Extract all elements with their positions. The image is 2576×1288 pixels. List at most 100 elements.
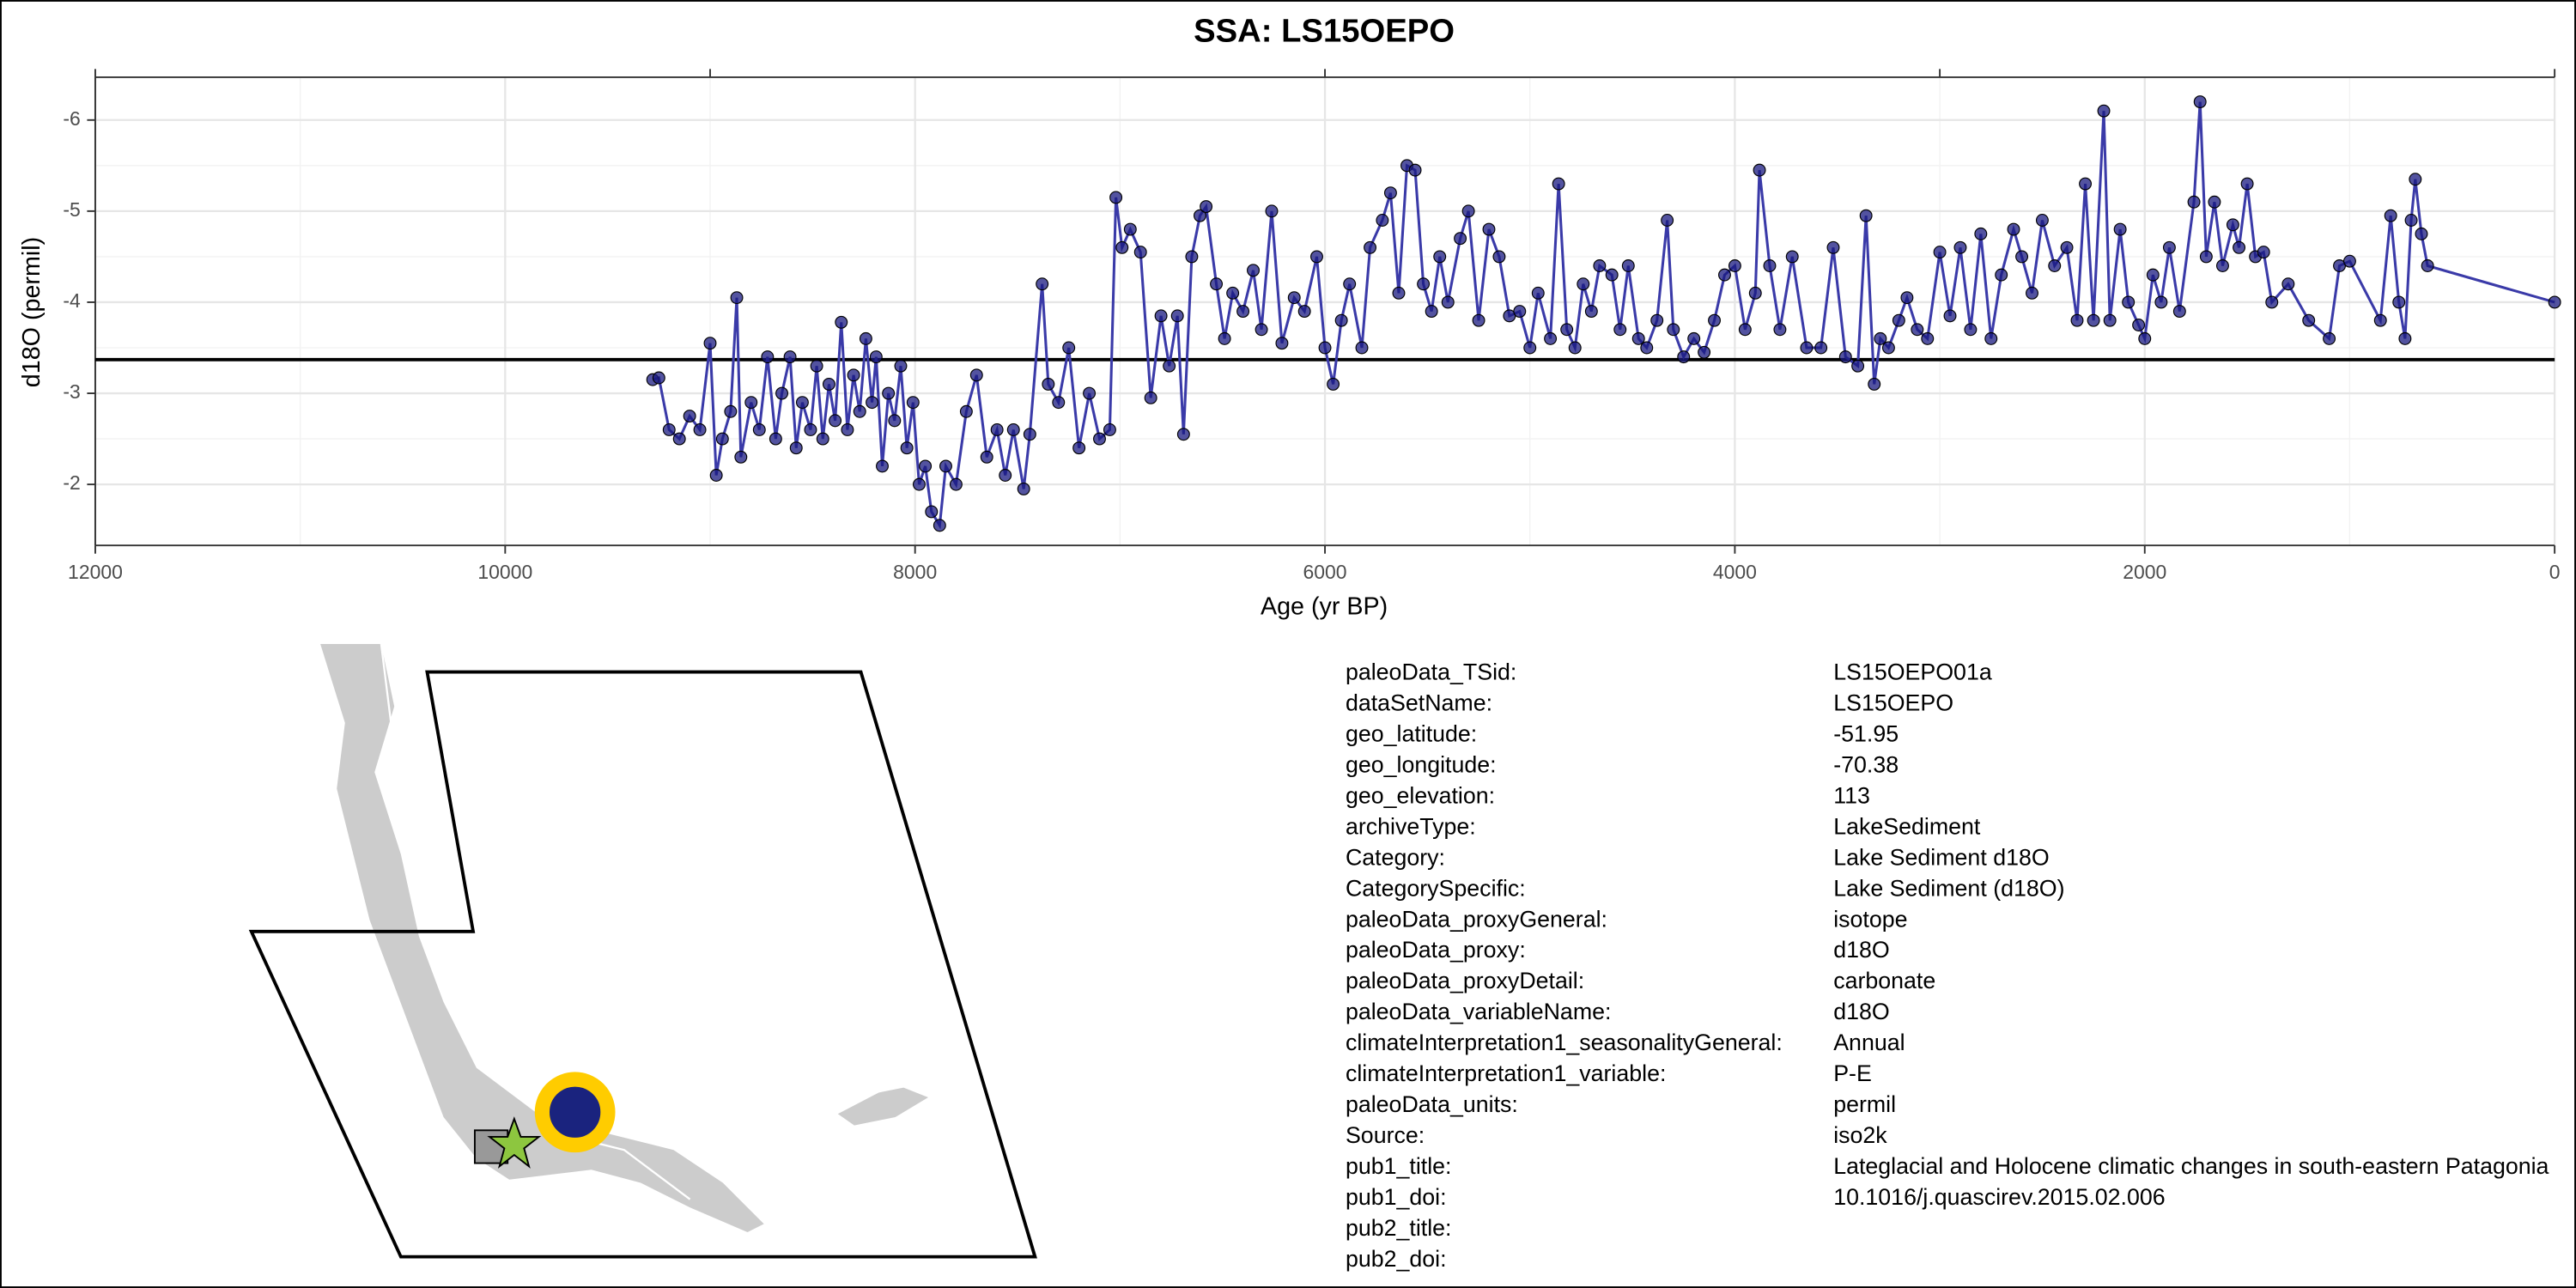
data-point	[795, 396, 809, 410]
data-point	[2172, 305, 2186, 319]
data-point	[980, 450, 993, 464]
data-point	[2421, 259, 2434, 272]
metadata-key: Source:	[1346, 1122, 1425, 1148]
data-point	[1287, 291, 1301, 305]
data-point	[925, 505, 939, 519]
data-point	[847, 368, 860, 382]
y-tick-label: -4	[63, 289, 81, 312]
data-point	[1364, 240, 1377, 254]
data-point	[913, 477, 926, 491]
data-point	[1868, 377, 1881, 391]
data-point	[939, 459, 952, 473]
data-point	[2323, 331, 2336, 345]
data-point	[1392, 286, 1406, 300]
data-point	[775, 386, 789, 400]
metadata-key: pub2_title:	[1346, 1215, 1452, 1241]
y-tick-label: -6	[63, 107, 80, 130]
data-point	[949, 477, 963, 491]
data-point	[730, 291, 744, 305]
metadata-key: Category:	[1346, 844, 1445, 870]
data-point	[2281, 277, 2295, 291]
data-point	[1560, 323, 1574, 337]
data-point	[744, 396, 758, 410]
metadata-value: Annual	[1833, 1030, 1905, 1055]
data-point	[1343, 277, 1357, 291]
data-point	[1062, 341, 1076, 355]
data-point	[2087, 313, 2100, 327]
metadata-value: LakeSediment	[1833, 813, 1981, 839]
metadata-key: paleoData_variableName:	[1346, 999, 1611, 1024]
data-point	[1023, 428, 1036, 441]
metadata-value: -51.95	[1833, 720, 1899, 746]
data-point	[835, 315, 848, 329]
data-point	[2122, 295, 2136, 309]
data-point	[1441, 295, 1455, 309]
data-point	[1763, 259, 1777, 272]
data-point	[1461, 204, 1475, 218]
metadata-key: dataSetName:	[1346, 690, 1492, 715]
data-point	[2257, 246, 2270, 259]
data-point	[1568, 341, 1582, 355]
data-point	[1738, 323, 1752, 337]
data-point	[2113, 222, 2127, 236]
data-point	[1185, 250, 1199, 264]
x-tick-label: 0	[2549, 561, 2561, 583]
data-point	[1176, 428, 1190, 441]
data-point	[959, 404, 973, 418]
data-point	[724, 404, 738, 418]
data-point	[1200, 200, 1213, 214]
data-point	[1933, 246, 1947, 259]
region-outline	[248, 670, 1037, 1259]
data-point	[672, 432, 686, 446]
metadata-value: 10.1016/j.quascirev.2015.02.006	[1833, 1184, 2165, 1210]
chart-title: SSA: LS15OEPO	[1194, 12, 1455, 49]
data-point	[1753, 163, 1766, 177]
landmass	[320, 644, 764, 1232]
data-point	[1236, 305, 1250, 319]
data-point	[816, 432, 829, 446]
data-point	[990, 423, 1004, 436]
data-point	[1042, 377, 1055, 391]
metadata-value: LS15OEPO	[1833, 690, 1953, 715]
data-point	[2240, 177, 2254, 191]
data-point	[1544, 331, 1558, 345]
metadata-key: geo_longitude:	[1346, 751, 1497, 777]
data-point	[1425, 305, 1438, 319]
data-point	[662, 423, 676, 436]
data-point	[1921, 331, 1935, 345]
data-point	[1383, 186, 1397, 200]
data-point	[1531, 286, 1545, 300]
metadata-key: paleoData_proxyGeneral:	[1346, 906, 1607, 932]
data-point	[1677, 350, 1691, 364]
plot: 12000 10000 8000 6000 4000 2000 0 -6 -5 -4 -3 -2	[63, 69, 2561, 583]
data-point	[1552, 177, 1565, 191]
data-point	[1577, 277, 1590, 291]
data-point	[1838, 350, 1852, 364]
data-point	[1144, 391, 1157, 404]
metadata-value: carbonate	[1833, 968, 1935, 993]
data-point	[1728, 259, 1741, 272]
data-point	[1953, 240, 1967, 254]
data-point	[969, 368, 983, 382]
data-point	[2146, 268, 2160, 282]
data-point	[1892, 313, 1905, 327]
metadata-key: pub1_doi:	[1346, 1184, 1447, 1210]
data-point	[1773, 323, 1787, 337]
data-point	[715, 432, 729, 446]
x-tick-label: 12000	[68, 561, 123, 583]
data-point	[999, 469, 1012, 482]
metadata-value: 113	[1833, 782, 1870, 808]
metadata-key: paleoData_TSid:	[1346, 659, 1516, 685]
data-point	[906, 396, 920, 410]
data-point	[2384, 209, 2397, 222]
metadata-key: paleoData_proxy:	[1346, 937, 1526, 963]
data-point	[1593, 259, 1607, 272]
data-point	[1072, 441, 1086, 455]
data-point	[1640, 341, 1654, 355]
data-point	[2392, 295, 2406, 309]
data-point	[900, 441, 914, 455]
data-point	[2342, 254, 2356, 268]
data-point	[2035, 214, 2049, 227]
data-point	[2015, 250, 2029, 264]
data-point	[859, 331, 872, 345]
